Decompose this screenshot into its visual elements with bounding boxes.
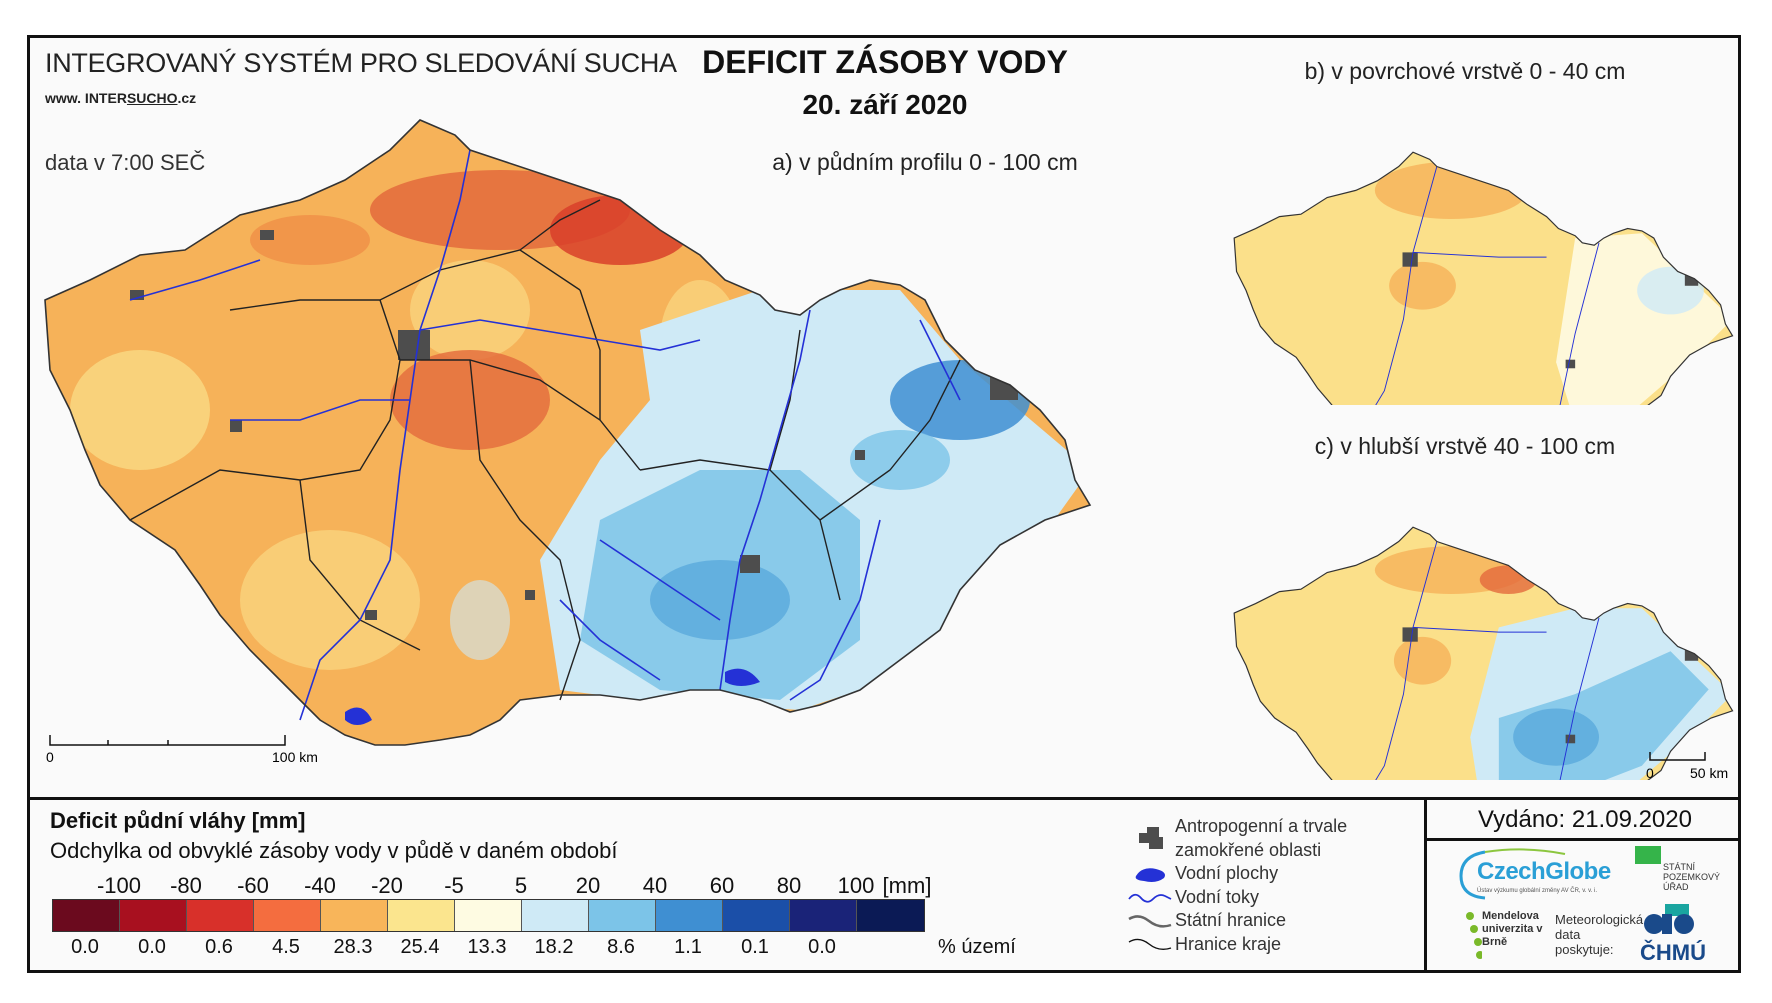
legend-percentages: 0.0 0.0 0.6 4.5 28.3 25.4 13.3 18.2 8.6 … <box>52 936 932 962</box>
legend-pct: 0.0 <box>71 936 99 958</box>
legend-class-swatch <box>589 900 656 931</box>
legend-tick: 60 <box>709 873 735 898</box>
legend-pct: 8.6 <box>607 936 635 958</box>
legend-class-swatch <box>187 900 254 931</box>
legend-class-swatch <box>455 900 522 931</box>
legend-title: Deficit půdní vláhy [mm] <box>50 808 306 833</box>
data-time: data v 7:00 SEČ <box>45 150 206 175</box>
system-title: INTEGROVANÝ SYSTÉM PRO SLEDOVÁNÍ SUCHA <box>45 48 677 78</box>
map-c-label: c) v hlubší vrstvě 40 - 100 cm <box>1314 433 1616 459</box>
legend-class-swatch <box>522 900 589 931</box>
map-b-label: b) v povrchové vrstvě 0 - 40 cm <box>1304 58 1626 84</box>
legend-tick: -40 <box>304 873 336 898</box>
legend-class-swatch <box>254 900 321 931</box>
scale-c-end: 50 km <box>1690 765 1728 781</box>
legend-pct: 25.4 <box>400 936 440 958</box>
legend-class-swatch <box>388 900 455 931</box>
scale-c: 0 50 km <box>1646 752 1728 781</box>
scale-a-end: 100 km <box>272 749 318 765</box>
panel-divider <box>27 797 1741 800</box>
legend-tick: 40 <box>642 873 668 898</box>
chmu-mark-icon <box>1640 910 1700 943</box>
legend-tick: -20 <box>371 873 403 898</box>
map-b <box>1233 151 1734 405</box>
website-link[interactable]: www. INTERSUCHO.cz <box>45 90 197 106</box>
symbol-row: Antropogenní a trvale <box>1125 815 1347 849</box>
czechglobe-logo[interactable]: CzechGlobe Ústav výzkumu globální změny … <box>1455 846 1615 902</box>
map-date: 20. září 2020 <box>802 89 968 120</box>
symbol-row: Státní hranice <box>1125 909 1347 933</box>
region-border-icon <box>1125 933 1175 956</box>
panel-divider-vertical <box>1424 797 1427 973</box>
legend-tick: 80 <box>776 873 802 898</box>
legend-pct: 28.3 <box>333 936 373 958</box>
map-a-label: a) v půdním profilu 0 - 100 cm <box>772 149 1078 175</box>
map-a: 0 100 km <box>44 119 1091 765</box>
legend-ticks: -100 -80 -60 -40 -20 -5 5 20 40 60 80 10… <box>52 873 932 901</box>
legend-tick: -5 <box>444 873 464 898</box>
legend-pct: 18.2 <box>534 936 574 958</box>
meteo-data-note: Meteorologická data poskytuje: <box>1555 912 1644 957</box>
legend-tick: -60 <box>237 873 269 898</box>
spu-logo[interactable]: STÁTNÍ POZEMKOVÝ ÚŘAD <box>1635 846 1725 916</box>
legend-class-swatch <box>120 900 187 931</box>
legend-class-swatch <box>321 900 388 931</box>
legend-class-swatch <box>790 900 857 931</box>
legend-tick-unit: [mm] <box>882 873 932 898</box>
chmu-logo[interactable]: ČHMÚ <box>1640 940 1706 965</box>
issued-date: Vydáno: 21.09.2020 <box>1478 806 1692 833</box>
water-body-icon <box>1125 862 1175 885</box>
legend-pct-unit: % území <box>938 936 1016 958</box>
legend-tick: 5 <box>514 873 528 898</box>
legend-pct: 13.3 <box>467 936 507 958</box>
mendel-logo[interactable]: Mendelova univerzita v Brně <box>1460 910 1580 970</box>
legend-tick: 100 <box>837 873 875 898</box>
legend-subtitle: Odchylka od obvyklé zásoby vody v půdě v… <box>50 838 618 863</box>
legend-tick: -100 <box>96 873 142 898</box>
legend-pct: 0.0 <box>808 936 836 958</box>
main-title: DEFICIT ZÁSOBY VODY <box>702 44 1068 80</box>
legend-tick: 20 <box>575 873 601 898</box>
legend-pct: 0.0 <box>138 936 166 958</box>
legend-pct: 1.1 <box>674 936 702 958</box>
scale-a-zero: 0 <box>46 749 54 765</box>
legend-class-swatch <box>857 900 924 931</box>
symbol-row: Hranice kraje <box>1125 933 1347 957</box>
issued-divider <box>1424 838 1741 841</box>
legend-class-swatch <box>656 900 723 931</box>
legend-color-bar <box>52 899 925 932</box>
symbol-row: Vodní plochy <box>1125 862 1347 886</box>
scale-c-zero: 0 <box>1646 765 1654 781</box>
urban-area-icon <box>1125 815 1175 849</box>
legend-pct: 4.5 <box>272 936 300 958</box>
legend-pct: 0.1 <box>741 936 769 958</box>
legend-pct: 0.6 <box>205 936 233 958</box>
spu-teal-mark-icon <box>1665 904 1689 916</box>
symbol-row: Vodní toky <box>1125 886 1347 910</box>
legend-class-swatch <box>723 900 790 931</box>
symbol-legend: Antropogenní a trvale zamokřené oblasti … <box>1125 815 1347 956</box>
spu-mark-icon <box>1635 846 1661 864</box>
river-icon <box>1125 886 1175 909</box>
legend-class-swatch <box>53 900 120 931</box>
legend-tick: -80 <box>170 873 202 898</box>
state-border-icon <box>1125 909 1175 932</box>
map-c <box>1233 526 1734 780</box>
symbol-row: zamokřené oblasti <box>1175 839 1322 860</box>
